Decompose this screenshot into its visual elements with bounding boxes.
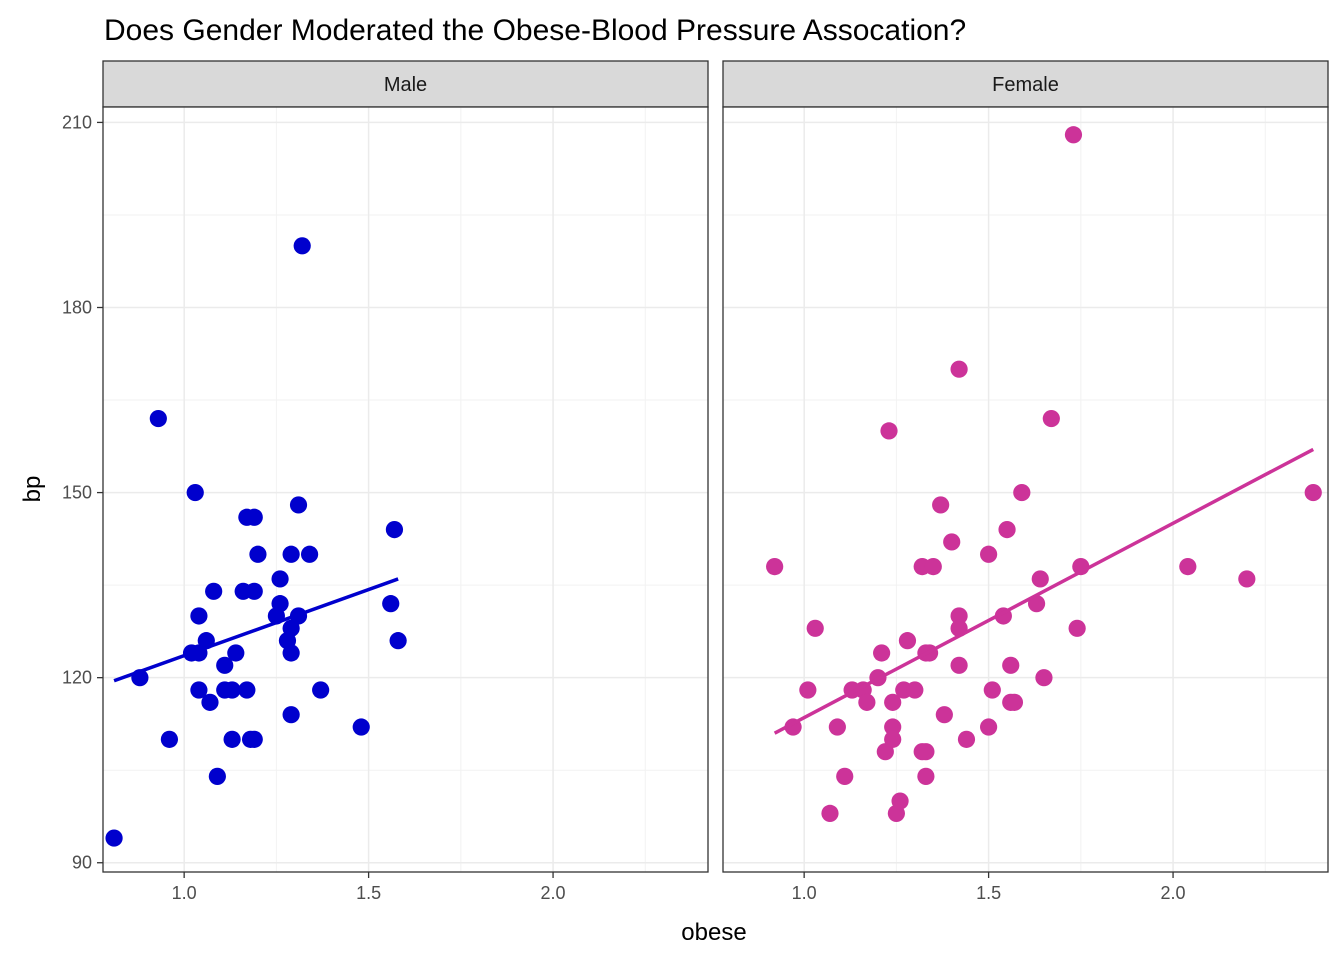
data-point <box>382 595 400 613</box>
data-point <box>245 730 263 748</box>
data-point <box>884 693 902 711</box>
chart-title: Does Gender Moderated the Obese-Blood Pr… <box>104 14 966 47</box>
facet-strip-label: Male <box>384 74 427 96</box>
panel-border <box>102 106 709 873</box>
data-point <box>282 545 300 563</box>
data-point <box>149 409 167 428</box>
data-point <box>249 545 267 563</box>
facet-panel-male: Male 1.0 1.5 2.0 90 120 150 180 210 <box>62 60 709 903</box>
facet-panels: Male 1.0 1.5 2.0 90 120 150 180 210 Female 1.0 1.5 2… <box>62 60 1329 903</box>
data-point <box>1013 483 1031 502</box>
regression-line <box>113 577 399 683</box>
data-point <box>289 496 308 514</box>
data-point <box>1304 483 1322 502</box>
data-point <box>766 558 784 576</box>
data-point <box>223 681 241 699</box>
data-point <box>271 595 289 613</box>
data-point <box>917 767 935 785</box>
data-point <box>1005 693 1024 711</box>
x-tick-label: 1.0 <box>172 883 197 903</box>
data-point <box>950 656 968 674</box>
data-point <box>998 521 1016 539</box>
data-point <box>898 632 917 650</box>
data-point <box>876 743 894 761</box>
data-point <box>980 718 998 736</box>
data-point <box>160 730 179 748</box>
x-tick-label: 1.5 <box>976 883 1001 903</box>
data-point <box>884 718 902 736</box>
data-point <box>282 706 300 724</box>
data-point <box>216 656 234 674</box>
data-point <box>1002 656 1020 674</box>
y-tick-label: 120 <box>62 668 92 688</box>
data-point <box>917 743 935 761</box>
data-point <box>858 693 876 711</box>
data-point <box>293 237 311 255</box>
data-point <box>208 767 226 785</box>
data-point <box>836 767 854 785</box>
x-tick-label: 1.0 <box>792 883 817 903</box>
x-axis-title: obese <box>681 919 746 946</box>
panel-background <box>103 107 708 872</box>
y-tick-label: 150 <box>62 483 92 503</box>
y-tick-label: 90 <box>72 853 92 873</box>
data-point <box>906 681 924 699</box>
facet-panel-female: Female 1.0 1.5 2.0 <box>722 60 1329 903</box>
data-point <box>1031 570 1049 588</box>
data-point <box>983 681 1001 699</box>
data-point <box>352 718 370 736</box>
data-point <box>385 521 404 539</box>
facet-strip <box>102 60 709 108</box>
x-tick-label: 2.0 <box>541 883 566 903</box>
x-tick-label: 2.0 <box>1161 883 1186 903</box>
data-point <box>190 681 208 699</box>
data-point <box>1238 570 1256 588</box>
data-point <box>935 706 953 724</box>
data-point <box>821 804 839 822</box>
data-point <box>799 681 817 699</box>
y-axis-title: bp <box>19 476 46 503</box>
panel-border <box>722 106 1329 873</box>
data-point <box>828 718 846 736</box>
data-point <box>186 483 204 502</box>
y-tick-label: 180 <box>62 298 92 318</box>
data-point <box>932 496 950 514</box>
data-point <box>282 644 300 662</box>
data-point <box>924 558 942 576</box>
data-point <box>880 422 898 440</box>
regression-line <box>773 447 1315 735</box>
data-point <box>957 730 976 748</box>
x-tick-label: 1.5 <box>356 883 381 903</box>
data-point <box>205 582 223 600</box>
data-point <box>1042 409 1060 428</box>
data-point <box>223 730 241 748</box>
data-point <box>271 570 289 588</box>
data-point <box>950 607 968 625</box>
data-point <box>105 829 123 847</box>
data-point <box>891 792 909 810</box>
data-point <box>1064 126 1083 144</box>
data-point <box>312 681 330 699</box>
data-point <box>1035 669 1053 687</box>
data-point <box>389 632 407 650</box>
data-point <box>238 681 256 699</box>
data-point <box>950 360 968 378</box>
data-point <box>227 644 245 662</box>
data-point <box>806 619 824 637</box>
data-point <box>190 607 208 625</box>
data-point <box>300 545 319 563</box>
data-point <box>201 693 219 711</box>
data-point <box>282 619 300 637</box>
facet-strip-label: Female <box>992 74 1059 96</box>
data-point <box>1068 619 1086 637</box>
data-point <box>943 533 961 551</box>
data-point <box>980 545 998 563</box>
data-point <box>245 508 263 526</box>
data-point <box>873 644 891 662</box>
data-point <box>884 730 902 748</box>
y-tick-label: 210 <box>62 112 92 132</box>
data-point <box>245 582 263 600</box>
data-point <box>1179 558 1197 576</box>
